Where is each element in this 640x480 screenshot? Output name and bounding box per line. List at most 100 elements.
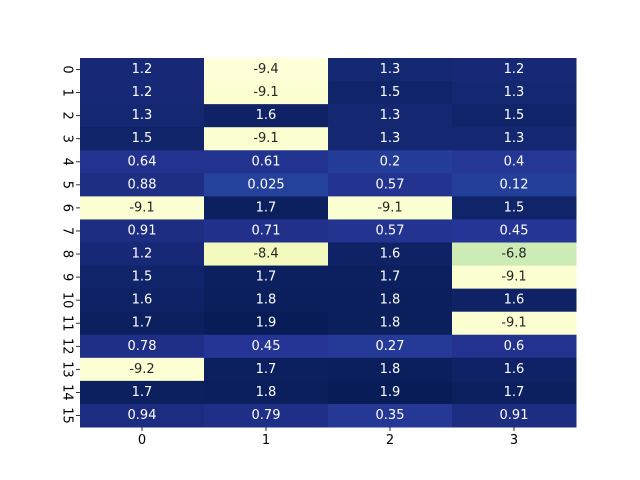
cell-label-r6-c3: 1.5 [504,200,525,215]
heatmap-cell-r4-c3 [452,150,577,174]
heatmap-cell-r9-c3 [452,265,577,290]
heatmap-cell-r5-c2 [328,173,453,197]
cell-label-r10-c3: 1.6 [504,293,525,308]
cell-label-r7-c0: 0.91 [128,223,157,238]
cell-label-r14-c3: 1.7 [504,385,525,400]
cell-label-r5-c2: 0.57 [376,177,405,192]
heatmap-cells [80,58,577,428]
heatmap-annotations: 1.2 -9.4 1.3 1.2 1.2 -9.1 1.5 1.3 1.3 1.6 1.3 1.5 1.… [128,62,529,423]
y-tick-label-12: 12 [60,338,75,355]
cell-label-r10-c0: 1.6 [132,293,153,308]
heatmap-cell-r15-c2 [328,403,453,428]
y-tick-label-8: 8 [60,250,75,258]
cell-label-r4-c1: 0.61 [252,154,281,169]
heatmap-cell-r13-c2 [328,357,453,382]
cell-label-r7-c1: 0.71 [252,223,281,238]
cell-label-r6-c1: 1.7 [256,200,277,215]
heatmap-cell-r4-c1 [204,150,329,174]
heatmap-cell-r13-c0 [80,357,205,382]
y-tick-label-3: 3 [60,135,75,143]
heatmap-cell-r13-c1 [204,357,329,382]
heatmap-cell-r8-c0 [80,242,205,267]
heatmap-cell-r11-c1 [204,311,329,336]
cell-label-r14-c0: 1.7 [132,385,153,400]
heatmap-cell-r1-c3 [452,81,577,105]
heatmap-cell-r15-c3 [452,403,577,428]
y-tick-label-2: 2 [60,112,75,120]
cell-label-r1-c1: -9.1 [253,85,278,100]
cell-label-r9-c1: 1.7 [256,270,277,285]
cell-label-r1-c3: 1.3 [504,85,525,100]
cell-label-r4-c0: 0.64 [128,154,157,169]
x-tick-label-1: 1 [262,433,270,448]
cell-label-r9-c3: -9.1 [501,270,526,285]
cell-label-r0-c0: 1.2 [132,62,153,77]
cell-label-r3-c0: 1.5 [132,131,153,146]
cell-label-r3-c2: 1.3 [380,131,401,146]
y-tick-label-11: 11 [60,315,75,332]
cell-label-r12-c3: 0.6 [504,339,525,354]
heatmap-cell-r2-c2 [328,104,453,128]
heatmap-cell-r3-c3 [452,127,577,151]
cell-label-r2-c1: 1.6 [256,108,277,123]
heatmap-cell-r10-c3 [452,288,577,313]
heatmap-cell-r8-c3 [452,242,577,267]
cell-label-r3-c3: 1.3 [504,131,525,146]
heatmap-cell-r9-c1 [204,265,329,290]
cell-label-r9-c2: 1.7 [380,270,401,285]
heatmap-cell-r11-c3 [452,311,577,336]
heatmap-cell-r3-c1 [204,127,329,151]
heatmap-cell-r10-c2 [328,288,453,313]
cell-label-r4-c2: 0.2 [380,154,401,169]
heatmap-cell-r2-c1 [204,104,329,128]
cell-label-r8-c1: -8.4 [253,247,278,262]
heatmap-cell-r15-c1 [204,403,329,428]
x-tick-label-3: 3 [510,433,518,448]
cell-label-r0-c2: 1.3 [380,62,401,77]
cell-label-r10-c1: 1.8 [256,293,277,308]
heatmap-cell-r10-c1 [204,288,329,313]
cell-label-r2-c3: 1.5 [504,108,525,123]
heatmap-cell-r5-c0 [80,173,205,197]
cell-label-r15-c3: 0.91 [500,408,529,423]
cell-label-r11-c3: -9.1 [501,316,526,331]
heatmap-cell-r4-c0 [80,150,205,174]
heatmap-cell-r0-c1 [204,58,329,82]
cell-label-r1-c2: 1.5 [380,85,401,100]
cell-label-r15-c1: 0.79 [252,408,281,423]
y-tick-label-10: 10 [60,292,75,309]
cell-label-r6-c2: -9.1 [377,200,402,215]
heatmap-cell-r8-c1 [204,242,329,267]
cell-label-r13-c1: 1.7 [256,362,277,377]
cell-label-r2-c2: 1.3 [380,108,401,123]
cell-label-r5-c0: 0.88 [128,177,157,192]
cell-label-r5-c1: 0.025 [247,177,284,192]
y-tick-label-6: 6 [60,204,75,212]
heatmap-cell-r14-c0 [80,380,205,405]
cell-label-r8-c3: -6.8 [501,247,526,262]
cell-label-r15-c2: 0.35 [376,408,405,423]
y-tick-label-4: 4 [60,158,75,166]
y-tick-label-15: 15 [60,407,75,424]
heatmap-cell-r7-c3 [452,219,577,243]
heatmap-cell-r15-c0 [80,403,205,428]
heatmap-cell-r1-c1 [204,81,329,105]
y-tick-label-9: 9 [60,273,75,281]
heatmap-cell-r9-c2 [328,265,453,290]
cell-label-r8-c2: 1.6 [380,247,401,262]
cell-label-r1-c0: 1.2 [132,85,153,100]
heatmap-cell-r5-c3 [452,173,577,197]
cell-label-r12-c0: 0.78 [128,339,157,354]
heatmap-cell-r14-c3 [452,380,577,405]
heatmap-cell-r1-c0 [80,81,205,105]
cell-label-r7-c2: 0.57 [376,223,405,238]
heatmap-cell-r14-c2 [328,380,453,405]
heatmap-cell-r12-c0 [80,334,205,359]
cell-label-r12-c1: 0.45 [252,339,281,354]
cell-label-r0-c1: -9.4 [253,62,278,77]
cell-label-r11-c0: 1.7 [132,316,153,331]
heatmap-cell-r11-c2 [328,311,453,336]
cell-label-r11-c1: 1.9 [256,316,277,331]
heatmap-cell-r2-c0 [80,104,205,128]
